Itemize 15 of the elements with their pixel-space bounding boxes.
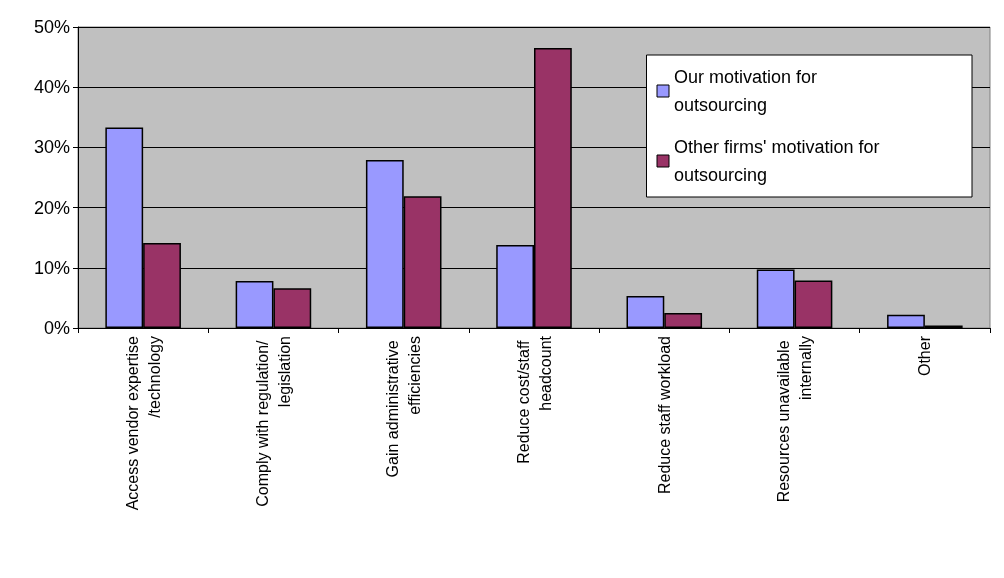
y-tick-label: 20% bbox=[33, 197, 70, 218]
x-tick-label: Gain administrative efficiencies bbox=[384, 336, 424, 478]
y-tick-label: 0% bbox=[43, 318, 70, 338]
y-tick-label: 40% bbox=[33, 77, 70, 98]
y-tick-label: 10% bbox=[33, 257, 70, 278]
x-tick-label: Reduce staff workload bbox=[655, 336, 673, 495]
x-tick-label: Reduce cost/staff headcount bbox=[514, 335, 554, 464]
x-tick-label: Resources unavailable internally bbox=[775, 336, 815, 503]
legend-label: Our motivation for outsourcing bbox=[674, 67, 823, 115]
x-tick-label: Access vendor expertise/technology bbox=[123, 335, 163, 511]
y-tick-label: 50% bbox=[33, 17, 70, 37]
x-tick-label: Comply with regulation/ legislation bbox=[253, 336, 293, 507]
x-tick-label: Other bbox=[916, 335, 934, 377]
legend-label: Other firms' motivation for outsourcing bbox=[674, 137, 885, 185]
y-tick-label: 30% bbox=[33, 137, 70, 158]
